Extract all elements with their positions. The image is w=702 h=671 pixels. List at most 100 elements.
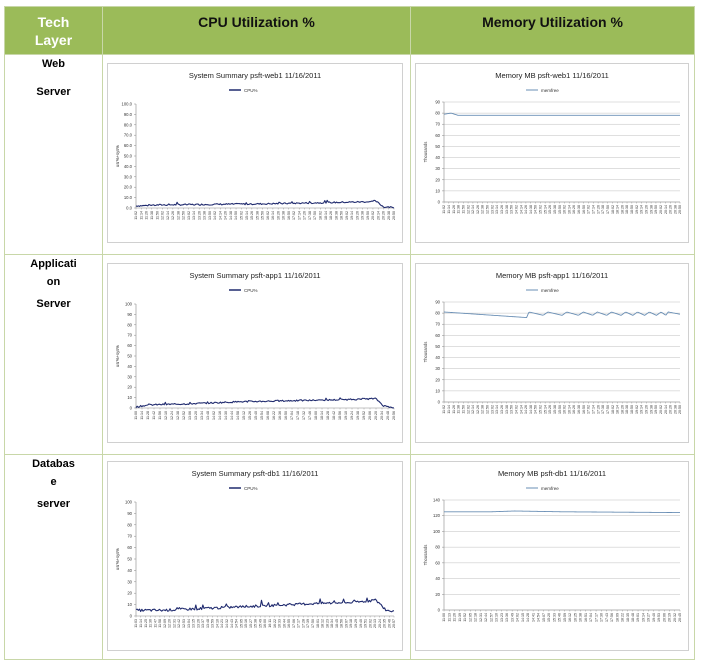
x-tick-label: 12:38 [481,405,485,414]
x-tick-label: 14:10 [215,619,219,628]
x-tick-label: 11:42 [152,411,156,420]
x-tick-label: 14:30 [224,411,228,420]
x-tick-label: 19:50 [654,405,658,414]
x-tick-label: 14:02 [516,613,520,622]
x-tick-label: 11:02 [442,405,446,414]
x-tick-label: 17:28 [301,619,305,628]
y-tick-label: 50 [127,354,132,359]
x-tick-label: 20:13 [373,619,377,628]
x-tick-label: 20:35 [383,619,387,628]
header-memory: Memory Utilization % [410,6,695,55]
x-tick-label: 15:40 [254,411,258,420]
x-tick-label: 11:00 [134,411,138,420]
chart-title: System Summary psft-app1 11/16/2011 [189,271,320,280]
x-tick-label: 17:02 [587,205,591,214]
y-tick-label: 50 [435,144,440,149]
header-tech-line1: Tech [37,14,70,30]
x-tick-label: 17:26 [596,205,600,214]
y-tick-label: 100.0 [122,102,133,107]
x-tick-label: 16:14 [567,405,571,414]
x-tick-label: 20:38 [387,211,391,220]
x-tick-label: 19:26 [644,405,648,414]
x-tick-label: 17:30 [600,613,604,622]
x-tick-label: 18:56 [338,411,342,420]
row-label-app: Applicati on Server [4,254,103,455]
y-tick-label: 30.0 [124,174,133,179]
x-tick-label: 18:35 [626,613,630,622]
legend-label: memfree [541,88,559,93]
x-tick-label: 11:02 [134,211,138,220]
x-tick-label: 12:42 [177,619,181,628]
y-tick-label: 60 [127,343,132,348]
x-tick-label: 13:50 [208,211,212,220]
cpu-chart-cell-db: System Summary psft-db1 11/16/2011 CPU% 0 1… [102,454,411,660]
x-tick-label: 13:37 [201,619,205,628]
x-tick-label: 13:20 [194,411,198,420]
header-memory-label: Memory Utilization % [482,14,623,30]
x-tick-label: 16:00 [263,619,267,628]
x-tick-label: 17:02 [292,211,296,220]
y-tick-label: 50 [127,557,132,562]
x-tick-label: 15:14 [543,205,547,214]
x-tick-label: 17:04 [290,411,294,420]
row-label-web: Web Server [4,54,103,255]
legend-label: memfree [541,288,559,293]
x-tick-label: 14:26 [524,205,528,214]
x-tick-label: 18:14 [324,211,328,220]
y-tick-label: 90 [127,511,132,516]
x-tick-label: 16:55 [287,619,291,628]
x-tick-label: 16:02 [563,405,567,414]
y-tick-label: 20 [435,592,440,597]
x-tick-label: 17:02 [587,405,591,414]
y-tick-label: 90 [127,312,132,317]
x-tick-label: 19:38 [356,411,360,420]
x-tick-label: 19:18 [349,619,353,628]
x-tick-label: 20:02 [659,205,663,214]
x-tick-label: 12:50 [182,211,186,220]
legend-label: CPU% [244,288,258,293]
x-tick-label: 20:50 [392,211,396,220]
x-tick-label: 16:26 [572,405,576,414]
x-tick-label: 12:02 [466,205,470,214]
x-tick-label: 14:15 [521,613,525,622]
x-tick-label: 12:10 [164,411,168,420]
x-tick-label: 11:28 [146,411,150,420]
x-tick-label: 13:06 [188,411,192,420]
x-tick-label: 13:26 [196,619,200,628]
x-tick-label: 18:50 [630,405,634,414]
x-tick-label: 18:34 [330,619,334,628]
x-tick-label: 16:38 [579,613,583,622]
x-tick-label: 20:46 [387,619,391,628]
x-tick-label: 16:25 [573,613,577,622]
row-label-db: Databas e server [4,454,103,660]
x-tick-label: 15:26 [548,205,552,214]
x-tick-label: 20:24 [378,619,382,628]
x-tick-label: 12:14 [166,211,170,220]
y-tick-label: 90 [435,100,440,105]
x-tick-label: 15:38 [254,619,258,628]
x-tick-label: 12:53 [182,619,186,628]
chart-frame: System Summary psft-app1 11/16/2011 CPU% 0… [107,263,403,443]
x-tick-label: 12:44 [484,613,488,622]
x-tick-label: 14:14 [519,205,523,214]
x-tick-label: 17:04 [589,613,593,622]
y-tick-label: 0 [438,608,441,613]
y-axis-label: Thousands [423,142,428,163]
x-tick-label: 18:02 [318,211,322,220]
x-tick-label: 11:50 [155,211,159,220]
x-tick-label: 18:12 [321,619,325,628]
x-tick-label: 17:26 [596,405,600,414]
x-tick-label: 20:26 [669,205,673,214]
x-tick-label: 17:06 [292,619,296,628]
x-tick-label: 13:26 [197,211,201,220]
x-tick-label: 20:06 [368,411,372,420]
mem-chart-db: Memory MB psft-db1 11/16/2011 memfree 0 20 4… [423,469,682,622]
x-tick-label: 18:26 [329,211,333,220]
y-tick-label: 100 [125,500,133,505]
x-tick-label: 19:14 [350,211,354,220]
x-tick-label: 19:27 [647,613,651,622]
x-tick-label: 19:53 [657,613,661,622]
x-tick-label: 18:38 [334,211,338,220]
y-tick-label: 30 [127,579,132,584]
